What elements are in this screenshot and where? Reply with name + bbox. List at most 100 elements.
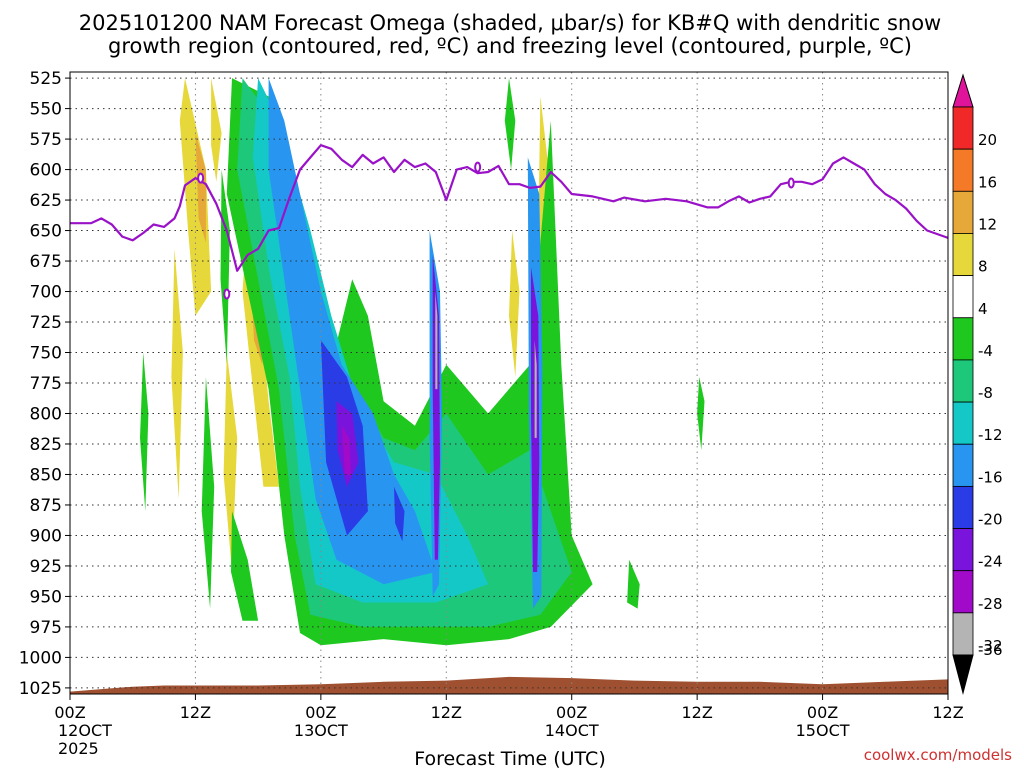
colorbar-box bbox=[952, 401, 974, 445]
colorbar-box bbox=[952, 190, 974, 234]
y-tick-label: 950 bbox=[30, 587, 62, 607]
x-tick-label: 12Z bbox=[681, 703, 712, 722]
freezing-level-label-0 bbox=[787, 177, 795, 189]
y-tick-label: 1000 bbox=[19, 648, 62, 668]
omega-region-12 bbox=[201, 376, 215, 609]
colorbar-label: 12 bbox=[978, 215, 997, 233]
y-tick-label: 675 bbox=[30, 252, 62, 272]
chart-title-line-2: growth region (contoured, red, ºC) and f… bbox=[108, 34, 912, 58]
x-tick-label: 12Z bbox=[180, 703, 211, 722]
y-tick-label: 750 bbox=[30, 344, 62, 364]
colorbar-box bbox=[952, 528, 974, 572]
colorbar-label: -12 bbox=[978, 426, 1003, 444]
y-tick-label: 975 bbox=[30, 618, 62, 638]
colorbar: 20 16 12 8 4 -4 -8 -12 -16 -20 -24 -28 -32-36 bbox=[952, 73, 1003, 695]
colorbar-box bbox=[952, 443, 974, 487]
freezing-level-label-0 bbox=[197, 172, 205, 184]
omega-region-7 bbox=[509, 230, 520, 377]
y-axis: 525 550 575 600 625 650 675 700 725 750 775 800 825 8… bbox=[19, 69, 70, 699]
omega-region-6 bbox=[171, 248, 183, 499]
omega-region-15 bbox=[627, 559, 640, 609]
plot-area bbox=[70, 72, 948, 694]
x-tick-label: 13OCT bbox=[294, 721, 348, 740]
colorbar-label: 16 bbox=[978, 173, 997, 191]
chart-title: 2025101200 NAM Forecast Omega (shaded, μ… bbox=[79, 11, 941, 58]
x-tick-label: 12Z bbox=[932, 703, 963, 722]
omega-region-2 bbox=[211, 78, 222, 182]
credit-text: coolwx.com/models bbox=[864, 746, 1012, 764]
colorbar-label: -32 bbox=[978, 637, 1003, 655]
colorbar-box bbox=[952, 233, 974, 277]
colorbar-label: -24 bbox=[978, 553, 1003, 571]
colorbar-top-arrow bbox=[952, 73, 974, 108]
colorbar-label: -28 bbox=[978, 595, 1003, 613]
omega-region-10 bbox=[504, 78, 516, 170]
grid-lines bbox=[70, 72, 948, 694]
y-tick-label: 1025 bbox=[19, 679, 62, 699]
y-tick-label: 875 bbox=[30, 496, 62, 516]
freezing-level-contour bbox=[70, 144, 948, 300]
y-tick-label: 900 bbox=[30, 526, 62, 546]
y-tick-label: 925 bbox=[30, 557, 62, 577]
omega-region-22 bbox=[341, 425, 352, 475]
y-tick-label: 775 bbox=[30, 374, 62, 394]
omega-region-24 bbox=[432, 254, 440, 560]
ground-surface bbox=[70, 676, 948, 694]
x-axis-title: Forecast Time (UTC) bbox=[414, 748, 605, 768]
y-tick-label: 550 bbox=[30, 100, 62, 120]
omega-region-16 bbox=[697, 376, 705, 451]
x-tick-label: 00Z bbox=[305, 703, 336, 722]
ground-fill bbox=[70, 676, 948, 694]
colorbar-box bbox=[952, 106, 974, 150]
colorbar-box bbox=[952, 148, 974, 192]
y-tick-label: 825 bbox=[30, 435, 62, 455]
colorbar-box bbox=[952, 275, 974, 319]
x-tick-label: 12OCT bbox=[58, 721, 112, 740]
x-tick-label: 2025 bbox=[58, 739, 99, 758]
colorbar-box bbox=[952, 359, 974, 403]
omega-region-13 bbox=[140, 352, 149, 512]
colorbar-box bbox=[952, 485, 974, 529]
y-tick-label: 575 bbox=[30, 130, 62, 150]
y-tick-label: 650 bbox=[30, 222, 62, 242]
x-tick-label: 00Z bbox=[807, 703, 838, 722]
omega-region-19 bbox=[268, 78, 436, 585]
x-tick-label: 00Z bbox=[556, 703, 587, 722]
omega-region-14 bbox=[231, 511, 259, 621]
colorbar-label: -8 bbox=[978, 384, 993, 402]
colorbar-label: -20 bbox=[978, 511, 1003, 529]
y-tick-label: 525 bbox=[30, 69, 62, 89]
omega-region-25 bbox=[435, 291, 438, 390]
y-tick-label: 600 bbox=[30, 161, 62, 181]
colorbar-label: 8 bbox=[978, 258, 988, 276]
colorbar-box bbox=[952, 570, 974, 614]
freezing-level-line bbox=[70, 144, 948, 272]
x-tick-label: 14OCT bbox=[545, 721, 599, 740]
x-tick-label: 00Z bbox=[54, 703, 85, 722]
colorbar-box bbox=[952, 317, 974, 361]
y-tick-label: 850 bbox=[30, 465, 62, 485]
colorbar-label: -4 bbox=[978, 342, 993, 360]
colorbar-label: 20 bbox=[978, 131, 997, 149]
x-tick-label: 12Z bbox=[431, 703, 462, 722]
y-tick-label: 625 bbox=[30, 191, 62, 211]
colorbar-bottom-arrow bbox=[952, 654, 974, 695]
y-tick-label: 725 bbox=[30, 313, 62, 333]
omega-region-29 bbox=[394, 486, 405, 542]
x-tick-label: 15OCT bbox=[796, 721, 850, 740]
colorbar-box bbox=[952, 612, 974, 656]
colorbar-label: -36 bbox=[978, 641, 1003, 659]
freezing-level-label-0 bbox=[223, 288, 231, 300]
y-tick-label: 800 bbox=[30, 404, 62, 424]
colorbar-label: -16 bbox=[978, 468, 1003, 486]
omega-region-28 bbox=[534, 340, 537, 438]
freezing-level-label-0 bbox=[474, 161, 482, 173]
colorbar-label: 4 bbox=[978, 300, 988, 318]
omega-region-1 bbox=[195, 133, 206, 243]
omega-region-0 bbox=[179, 78, 212, 316]
chart-title-line-1: 2025101200 NAM Forecast Omega (shaded, μ… bbox=[79, 11, 941, 35]
y-tick-label: 700 bbox=[30, 283, 62, 303]
omega-shading bbox=[140, 78, 705, 646]
